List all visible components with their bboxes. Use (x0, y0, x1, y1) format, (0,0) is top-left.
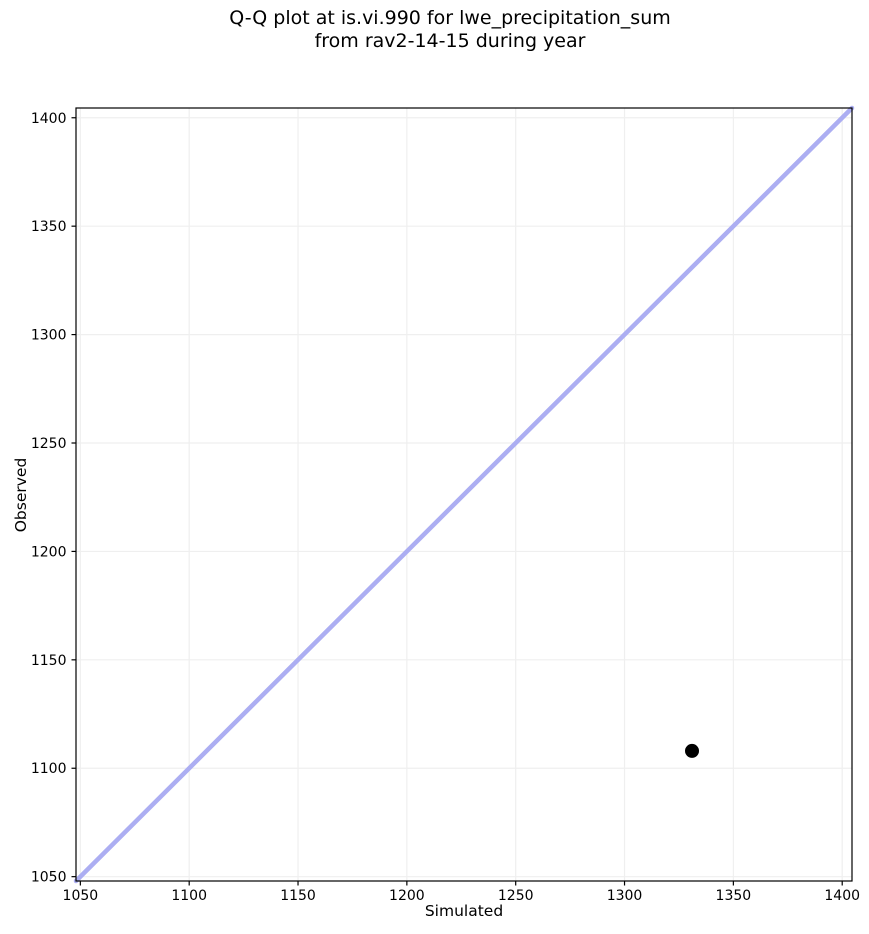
y-tick-label: 1250 (31, 436, 67, 452)
data-point (685, 743, 700, 758)
chart-title-line-1: Q-Q plot at is.vi.990 for lwe_precipitat… (229, 7, 671, 29)
chart-title: Q-Q plot at is.vi.990 for lwe_precipitat… (16, 7, 869, 53)
x-tick-label: 1250 (498, 888, 534, 904)
series-layer (73, 105, 855, 884)
x-tick-label: 1300 (607, 888, 643, 904)
grid-layer (76, 108, 852, 881)
y-tick-label: 1350 (31, 219, 67, 235)
chart-title-line-2: from rav2-14-15 during year (314, 30, 586, 52)
y-tick-label: 1150 (31, 653, 67, 669)
tick-layer: 1050 1100 1150 1200 1250 1300 1350 1400 1050 1100… (31, 111, 860, 904)
x-tick-label: 1400 (824, 888, 860, 904)
x-tick-label: 1050 (63, 888, 99, 904)
y-axis-label: Observed (12, 458, 30, 533)
identity-line (73, 105, 855, 884)
y-tick-label: 1300 (31, 328, 67, 344)
x-tick-label: 1200 (389, 888, 425, 904)
x-tick-label: 1350 (716, 888, 752, 904)
plot-border (75, 107, 853, 882)
y-tick-label: 1400 (31, 111, 67, 127)
y-tick-label: 1200 (31, 544, 67, 560)
y-tick-label: 1100 (31, 761, 67, 777)
x-tick-label: 1150 (280, 888, 316, 904)
x-axis-label: Simulated (425, 902, 503, 920)
x-tick-label: 1100 (171, 888, 207, 904)
y-tick-label: 1050 (31, 870, 67, 886)
